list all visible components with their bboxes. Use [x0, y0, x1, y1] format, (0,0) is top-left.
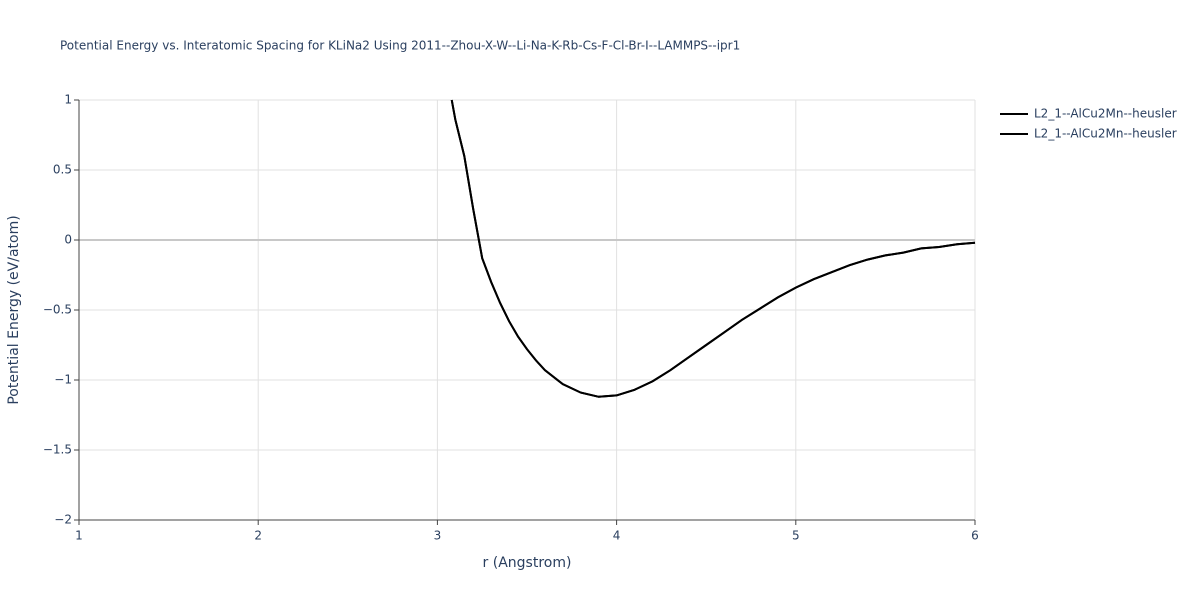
x-tick-label: 3 [434, 529, 442, 543]
x-tick-label: 5 [792, 529, 800, 543]
x-tick-label: 2 [254, 529, 262, 543]
y-tick-label: 0.5 [53, 163, 72, 177]
y-axis-title: Potential Energy (eV/atom) [6, 215, 22, 404]
y-tick-label: −0.5 [43, 303, 72, 317]
y-tick-label: 0 [64, 233, 72, 247]
chart-title: Potential Energy vs. Interatomic Spacing… [60, 39, 740, 53]
y-tick-label: −1 [54, 373, 72, 387]
y-tick-label: −2 [54, 513, 72, 527]
x-tick-label: 1 [75, 529, 83, 543]
x-tick-label: 4 [613, 529, 621, 543]
series-line [450, 99, 976, 398]
y-tick-label: 1 [64, 93, 72, 107]
x-tick-label: 6 [971, 529, 979, 543]
legend-label: L2_1--AlCu2Mn--heusler [1034, 107, 1177, 121]
x-axis-title: r (Angstrom) [483, 555, 572, 571]
y-tick-label: −1.5 [43, 443, 72, 457]
legend-label: L2_1--AlCu2Mn--heusler [1034, 127, 1177, 141]
